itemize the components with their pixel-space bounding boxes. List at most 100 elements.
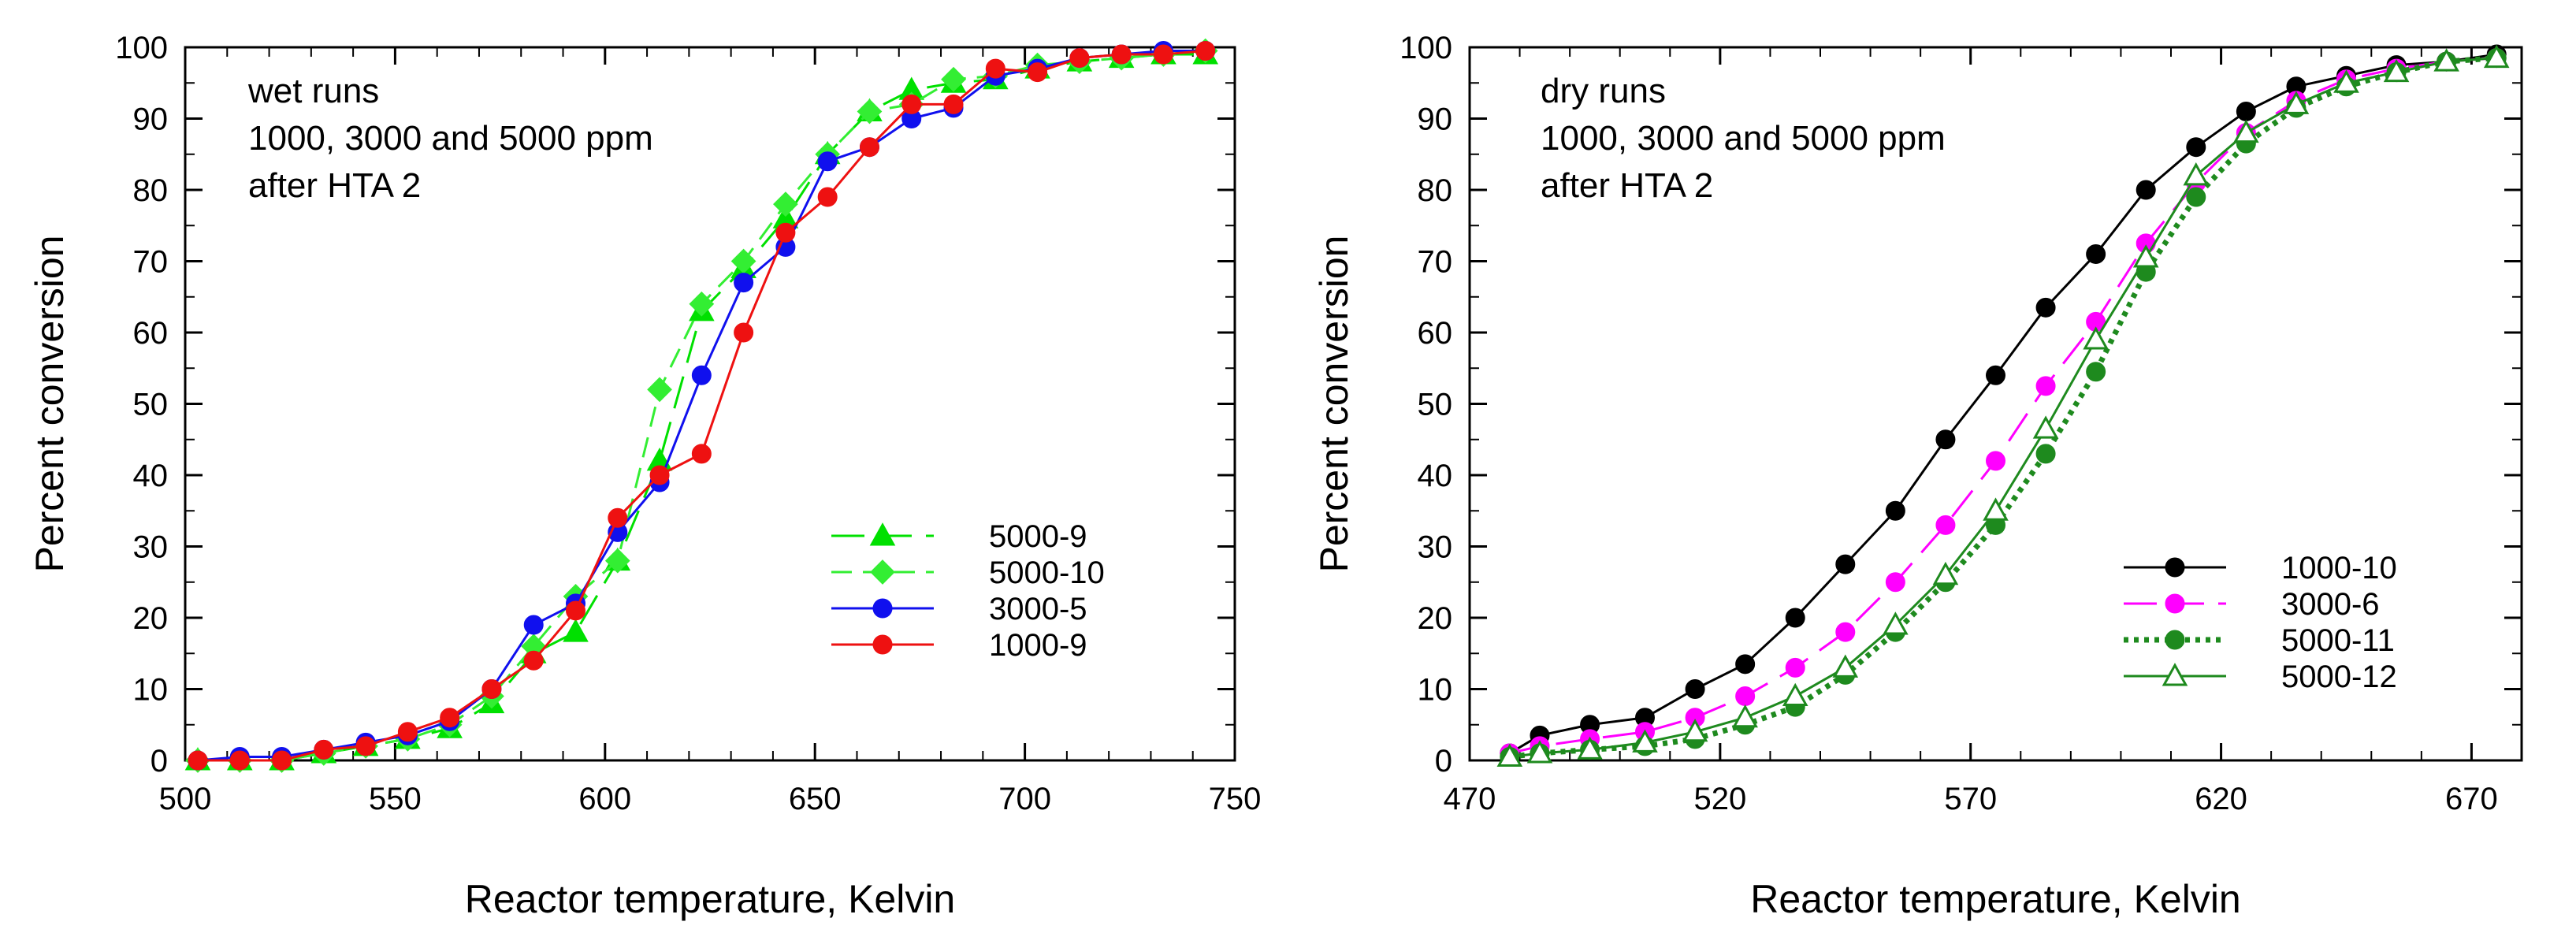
data-point — [1785, 608, 1805, 628]
data-point — [2136, 180, 2156, 200]
data-point — [272, 750, 292, 771]
legend-marker — [2162, 663, 2188, 686]
x-tick-label: 550 — [369, 782, 422, 816]
data-point — [2236, 101, 2256, 121]
chart-wet-runs: 500 550 600 650 700 750 0 10 20 30 40 50 60 70 80 90 100… — [28, 31, 1261, 921]
data-point — [649, 465, 670, 485]
data-point — [943, 94, 964, 114]
x-tick-label: 750 — [1209, 782, 1262, 816]
x-tick-label: 620 — [2195, 782, 2247, 816]
data-point — [1986, 365, 2005, 385]
y-tick-label: 80 — [1418, 173, 1453, 208]
data-point — [1526, 740, 1553, 764]
data-point — [2186, 137, 2206, 158]
data-point — [563, 619, 589, 642]
data-point — [2086, 362, 2106, 382]
data-point — [734, 273, 754, 293]
x-tick-label: 700 — [998, 782, 1051, 816]
data-point — [2333, 69, 2359, 93]
data-point — [1835, 554, 1856, 574]
data-point — [2233, 119, 2259, 143]
data-point — [397, 722, 418, 742]
legend-label: 5000-11 — [2281, 623, 2395, 658]
annotation-line: 1000, 3000 and 5000 ppm — [248, 119, 653, 158]
y-tick-label: 10 — [133, 673, 169, 708]
data-point — [775, 222, 796, 243]
y-tick-label: 90 — [133, 102, 169, 137]
y-tick-label: 0 — [1435, 744, 1452, 779]
data-point — [817, 151, 838, 172]
series-5000-12 — [1496, 44, 2510, 767]
data-point — [2383, 58, 2410, 83]
data-point — [1832, 654, 1859, 678]
y-tick-label: 80 — [133, 173, 169, 208]
annotation-line: dry runs — [1541, 72, 1666, 110]
legend-marker — [2165, 630, 2185, 650]
data-point — [1986, 451, 2005, 471]
data-point — [1577, 736, 1603, 760]
legend-marker — [872, 598, 893, 619]
legend-marker — [870, 559, 895, 585]
legend-label: 5000-12 — [2281, 660, 2397, 694]
data-point — [440, 708, 460, 728]
y-tick-label: 20 — [133, 601, 169, 636]
data-point — [857, 98, 883, 125]
data-point — [566, 600, 586, 621]
data-point — [2483, 44, 2510, 69]
data-point — [859, 137, 879, 158]
legend-marker — [2165, 557, 2185, 578]
x-tick-label: 650 — [789, 782, 842, 816]
data-point — [1983, 497, 2009, 521]
data-point — [985, 58, 1005, 79]
data-point — [2186, 187, 2206, 207]
data-point — [901, 94, 922, 114]
data-point — [689, 291, 715, 317]
legend-label: 3000-6 — [2281, 587, 2380, 622]
annotation-line: after HTA 2 — [1541, 166, 1713, 205]
data-point — [1069, 48, 1090, 69]
data-point — [1883, 611, 1909, 635]
data-point — [1153, 44, 1173, 65]
data-point — [523, 650, 544, 671]
legend-label: 1000-9 — [989, 628, 1087, 663]
data-point — [1932, 561, 1959, 585]
data-point — [1111, 44, 1132, 65]
data-point — [1735, 686, 1756, 707]
annotation-line: after HTA 2 — [248, 166, 421, 205]
data-point — [730, 248, 756, 274]
data-point — [229, 750, 250, 771]
data-point — [1496, 743, 1523, 767]
data-point — [1028, 62, 1048, 83]
x-tick-label: 670 — [2445, 782, 2498, 816]
data-point — [2183, 162, 2210, 186]
legend-label: 1000-10 — [2281, 551, 2397, 585]
data-point — [817, 187, 838, 207]
data-point — [1885, 500, 1905, 521]
data-point — [604, 548, 630, 574]
y-axis-title: Percent conversion — [28, 235, 72, 572]
data-point — [691, 444, 712, 464]
y-tick-label: 40 — [133, 459, 169, 493]
data-point — [2283, 91, 2310, 114]
x-tick-label: 520 — [1693, 782, 1746, 816]
legend-label: 5000-9 — [989, 519, 1087, 554]
data-point — [1735, 654, 1756, 675]
annotation-line: 1000, 3000 and 5000 ppm — [1541, 119, 1946, 158]
y-tick-label: 40 — [1418, 459, 1453, 493]
x-tick-label: 600 — [578, 782, 631, 816]
data-point — [188, 750, 208, 771]
data-point — [2035, 444, 2056, 464]
data-point — [608, 507, 628, 528]
y-tick-label: 50 — [1418, 388, 1453, 422]
data-point — [1935, 429, 1956, 450]
data-point — [691, 365, 712, 385]
y-axis-title: Percent conversion — [1312, 235, 1356, 572]
data-point — [1195, 41, 1216, 61]
data-point — [1682, 718, 1708, 742]
y-tick-label: 10 — [1418, 673, 1453, 708]
y-tick-label: 90 — [1418, 102, 1453, 137]
series-1000-9 — [188, 41, 1216, 771]
